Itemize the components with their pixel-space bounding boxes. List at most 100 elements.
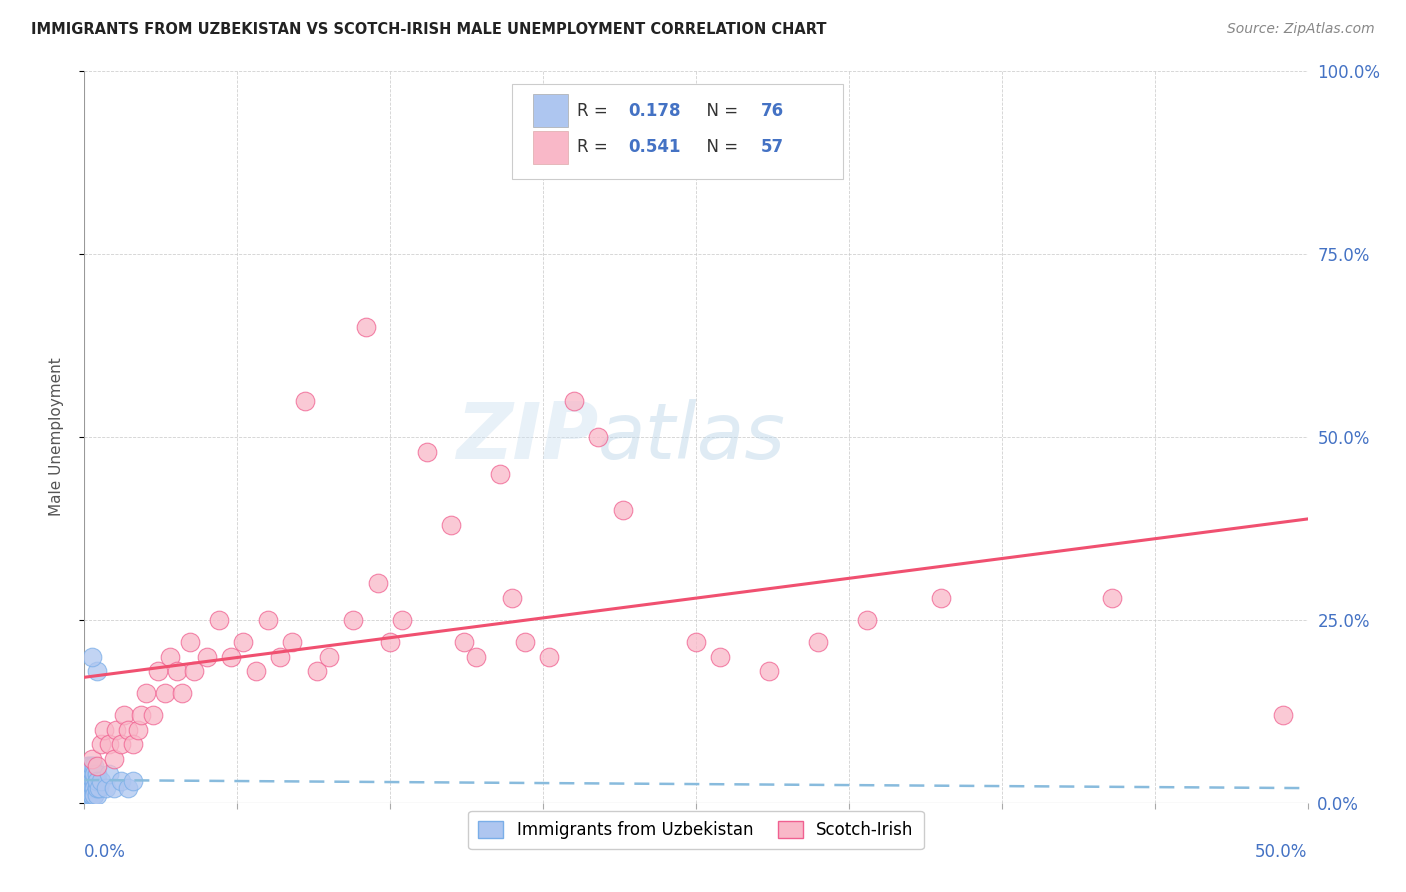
Legend: Immigrants from Uzbekistan, Scotch-Irish: Immigrants from Uzbekistan, Scotch-Irish [468, 811, 924, 849]
Point [80, 781, 103, 796]
Point [80, 649, 103, 664]
Point [80, 789, 103, 803]
Point [245, 664, 267, 678]
Text: 0.178: 0.178 [628, 102, 681, 120]
Point [294, 393, 316, 408]
Point [76, 773, 98, 788]
Point [153, 686, 176, 700]
Text: R =: R = [578, 138, 613, 156]
Point [86, 759, 108, 773]
Point [97, 737, 120, 751]
Point [77, 789, 100, 803]
Point [80, 773, 103, 788]
Point [80, 773, 103, 788]
Point [93, 723, 115, 737]
Point [159, 649, 181, 664]
Point [77, 773, 100, 788]
Point [453, 635, 475, 649]
Point [77, 759, 100, 773]
Point [77, 781, 100, 796]
Point [391, 613, 413, 627]
Point [502, 591, 524, 605]
Point [489, 467, 512, 481]
Text: 76: 76 [761, 102, 785, 120]
Point [122, 737, 145, 751]
Point [612, 503, 634, 517]
Point [103, 781, 125, 796]
Point [342, 613, 364, 627]
Point [90, 737, 112, 751]
Point [562, 393, 585, 408]
Point [281, 635, 304, 649]
Point [86, 781, 108, 796]
Point [80, 781, 103, 796]
Point [96, 781, 118, 796]
Point [80, 773, 103, 788]
Point [80, 766, 103, 780]
Point [127, 723, 149, 737]
Point [142, 708, 165, 723]
Point [77, 781, 100, 796]
Point [122, 773, 145, 788]
Point [380, 635, 402, 649]
Text: 50.0%: 50.0% [1256, 843, 1308, 861]
Point [416, 444, 439, 458]
Point [179, 635, 201, 649]
Point [440, 517, 463, 532]
Point [77, 766, 100, 780]
Point [513, 635, 536, 649]
Point [110, 737, 132, 751]
Point [1101, 591, 1123, 605]
Point [367, 576, 389, 591]
Point [86, 664, 108, 678]
Point [77, 773, 100, 788]
Point [77, 773, 100, 788]
Point [83, 759, 105, 773]
Point [77, 759, 100, 773]
Point [758, 664, 780, 678]
Text: N =: N = [696, 138, 744, 156]
Point [76, 773, 98, 788]
Point [112, 708, 135, 723]
Point [80, 773, 103, 788]
Point [257, 613, 280, 627]
Point [80, 781, 103, 796]
Point [80, 789, 103, 803]
Point [77, 789, 100, 803]
Text: 0.0%: 0.0% [84, 843, 127, 861]
Point [77, 781, 100, 796]
Text: N =: N = [696, 102, 744, 120]
Point [166, 664, 188, 678]
Y-axis label: Male Unemployment: Male Unemployment [49, 358, 63, 516]
Point [83, 781, 105, 796]
Point [86, 766, 108, 780]
Point [87, 781, 110, 796]
Point [856, 613, 879, 627]
Point [77, 773, 100, 788]
Point [76, 759, 98, 773]
FancyBboxPatch shape [513, 84, 842, 179]
Text: R =: R = [578, 102, 613, 120]
Point [183, 664, 205, 678]
Point [232, 635, 254, 649]
Point [76, 789, 98, 803]
Point [80, 781, 103, 796]
Text: atlas: atlas [598, 399, 786, 475]
Point [76, 773, 98, 788]
Point [77, 781, 100, 796]
Point [318, 649, 340, 664]
Point [76, 766, 98, 780]
Text: 0.541: 0.541 [628, 138, 681, 156]
Point [83, 766, 105, 780]
Point [77, 781, 100, 796]
Point [97, 766, 120, 780]
Point [76, 781, 98, 796]
Point [80, 773, 103, 788]
Point [80, 789, 103, 803]
Point [117, 723, 139, 737]
Point [86, 789, 108, 803]
Point [929, 591, 952, 605]
Point [83, 781, 105, 796]
Point [208, 613, 231, 627]
Point [77, 781, 100, 796]
